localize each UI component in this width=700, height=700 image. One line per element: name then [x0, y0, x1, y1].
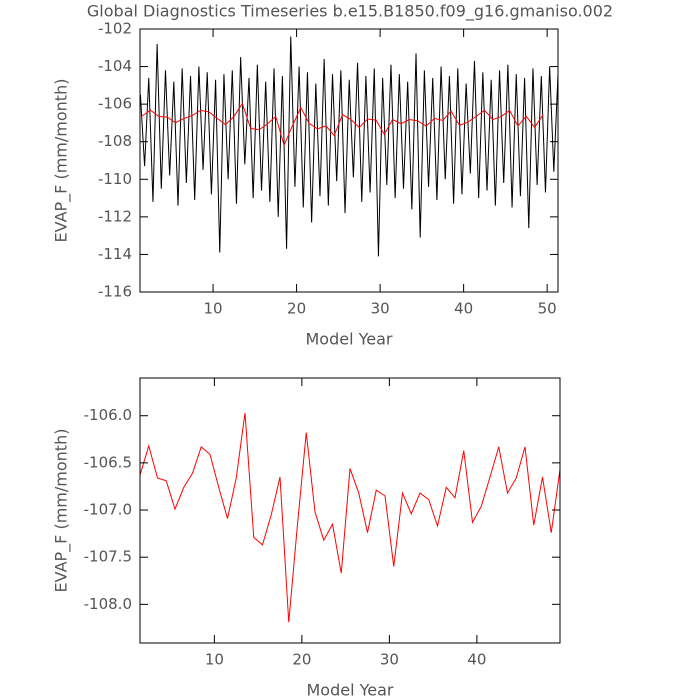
data-line — [141, 102, 544, 147]
chart-title: Global Diagnostics Timeseries b.e15.B185… — [87, 2, 613, 22]
y-tick-label: -104 — [98, 57, 132, 75]
y-axis-label: EVAP_F (mm/month) — [52, 79, 72, 243]
x-axis-label: Model Year — [306, 330, 393, 349]
y-tick-label: -106.0 — [84, 406, 132, 424]
y-tick-label: -110 — [98, 170, 132, 188]
y-tick-label: -106 — [98, 95, 132, 113]
x-tick-label: 20 — [292, 651, 311, 669]
y-tick-label: -102 — [98, 20, 132, 38]
x-tick-label: 30 — [371, 300, 390, 318]
x-tick-label: 20 — [287, 300, 306, 318]
y-tick-label: -116 — [98, 283, 132, 301]
y-tick-label: -107.5 — [84, 548, 132, 566]
x-tick-label: 10 — [204, 300, 223, 318]
y-tick-label: -108.0 — [84, 595, 132, 613]
x-tick-label: 40 — [467, 651, 486, 669]
x-tick-label: 40 — [454, 300, 473, 318]
y-tick-label: -114 — [98, 245, 132, 263]
y-tick-label: -108 — [98, 132, 132, 150]
y-tick-label: -106.5 — [84, 453, 132, 471]
data-line — [140, 36, 558, 257]
y-tick-label: -112 — [98, 207, 132, 225]
plot-frame — [139, 28, 559, 293]
x-tick-label: 50 — [538, 300, 557, 318]
data-line — [140, 412, 560, 623]
x-tick-label: 30 — [380, 651, 399, 669]
x-axis-label: Model Year — [307, 681, 394, 700]
plot-frame — [139, 377, 561, 644]
y-tick-label: -107.0 — [84, 501, 132, 519]
x-tick-label: 10 — [205, 651, 224, 669]
y-axis-label: EVAP_F (mm/month) — [52, 429, 72, 593]
